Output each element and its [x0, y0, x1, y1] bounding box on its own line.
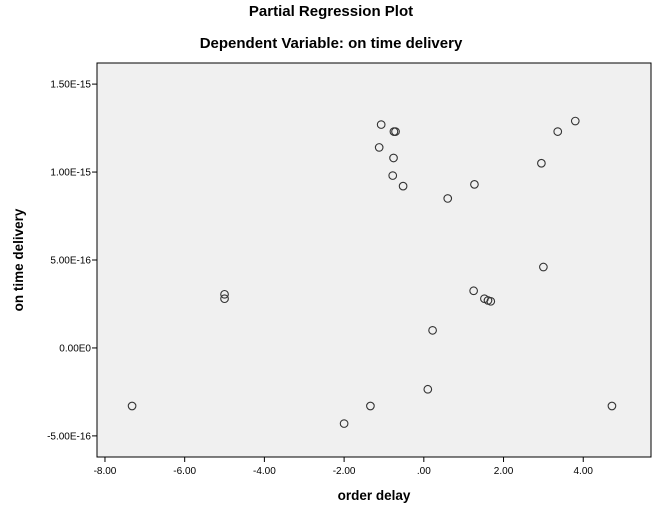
x-tick-label: 4.00 — [574, 466, 594, 477]
data-points — [127, 116, 617, 428]
data-point — [570, 116, 580, 126]
y-tick-label: 1.50E-15 — [50, 80, 91, 91]
plot-area — [96, 62, 652, 458]
data-point — [443, 194, 453, 203]
x-tick-label: -4.00 — [253, 466, 276, 477]
data-point — [376, 120, 386, 129]
data-point — [537, 158, 546, 168]
y-tick-label: 1.00E-15 — [50, 168, 91, 179]
y-tick-label: 5.00E-16 — [50, 256, 91, 267]
data-point — [220, 289, 229, 299]
data-point — [428, 326, 437, 335]
y-tick-label: 0.00E0 — [59, 343, 91, 354]
data-point — [366, 401, 375, 411]
data-point — [389, 153, 398, 163]
data-point — [469, 286, 478, 296]
data-point — [553, 127, 563, 136]
x-tick-label: 2.00 — [494, 466, 514, 477]
data-point — [470, 180, 479, 189]
data-point — [423, 384, 433, 394]
data-point — [398, 181, 408, 191]
data-point — [486, 296, 496, 306]
chart-subtitle: Dependent Variable: on time delivery — [199, 35, 463, 52]
data-point — [127, 401, 137, 411]
chart-title: Partial Regression Plot — [248, 3, 414, 20]
data-point — [539, 262, 548, 272]
data-point — [374, 143, 384, 152]
data-point — [220, 294, 229, 304]
data-point — [388, 171, 398, 180]
y-tick-label: -5.00E-16 — [47, 431, 91, 442]
x-tick-label: .00 — [417, 466, 431, 477]
y-axis-title: on time delivery — [11, 208, 26, 311]
y-axis: -5.00E-16 0.00E0 5.00E-16 1.00E-15 1.50E-15 — [47, 80, 97, 442]
x-tick-label: -2.00 — [333, 466, 356, 477]
x-tick-label: -8.00 — [94, 466, 117, 477]
x-axis: -8.00 -6.00 -4.00 -2.00 .00 2.00 4.00 — [94, 457, 594, 477]
data-point — [391, 127, 400, 136]
x-axis-title: order delay — [338, 488, 411, 503]
x-tick-label: -6.00 — [173, 466, 196, 477]
data-point — [339, 419, 349, 428]
data-point — [607, 401, 617, 411]
